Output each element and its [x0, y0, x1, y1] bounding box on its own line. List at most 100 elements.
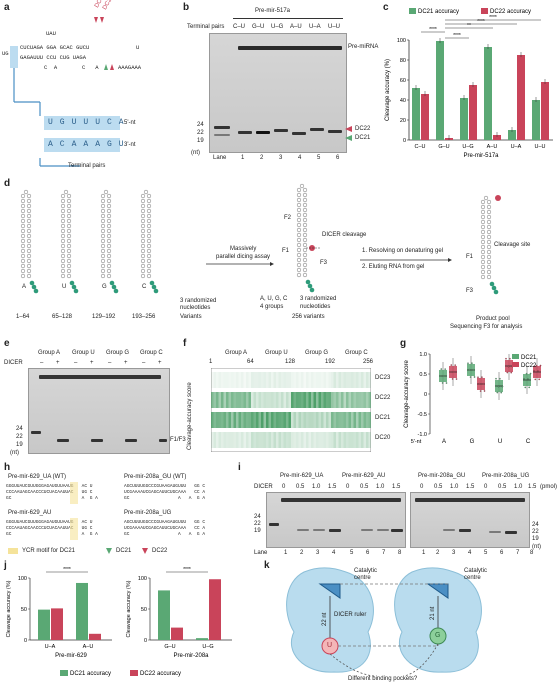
g-point	[505, 357, 507, 360]
d-nt	[60, 248, 66, 254]
f-cell	[283, 372, 286, 388]
h-s2c: GC A A G A	[124, 496, 206, 501]
d-nt	[296, 227, 302, 233]
workflow-svg	[20, 183, 501, 295]
f-cell	[211, 372, 214, 388]
d-nt	[26, 273, 32, 279]
f-cell	[356, 392, 359, 408]
d-nt	[60, 228, 66, 234]
c-legend-swatch-dc21	[409, 8, 416, 14]
d-nt	[140, 218, 146, 224]
hairpin-ca: C A	[44, 64, 58, 71]
d-nt	[146, 198, 152, 204]
f-cell	[271, 412, 274, 428]
h-s4b: UCGAAAAUCGAGCAUUCUGCAAA CC A	[124, 526, 206, 531]
f-cell	[341, 412, 344, 428]
g-xtick-label: U	[498, 439, 502, 445]
f-cell	[266, 432, 269, 448]
f-cell	[211, 432, 214, 448]
d-random-nt	[31, 284, 37, 290]
panel-label-g: g	[400, 338, 407, 349]
j-xtick-label: U–A	[45, 644, 56, 650]
f-cell	[276, 392, 279, 408]
f-frame	[211, 368, 371, 452]
f-cell	[213, 432, 216, 448]
f-cell	[246, 432, 249, 448]
f-cell	[361, 432, 364, 448]
f-cell	[326, 432, 329, 448]
f-cell	[351, 392, 354, 408]
f-cell	[353, 432, 356, 448]
f-cell	[291, 392, 294, 408]
g-point	[495, 377, 497, 380]
g-point	[453, 371, 455, 373]
d-nt	[486, 199, 492, 205]
f-ylabel: Cleavage-accuracy score	[187, 382, 193, 450]
f-cell	[343, 392, 346, 408]
c-bar	[469, 85, 477, 140]
f-cell	[226, 372, 229, 388]
f-cell	[361, 412, 364, 428]
h-s4a: AGCUUUUGGCCCGUAAGAUGUUU GG C	[124, 520, 206, 525]
d-random-nt	[29, 280, 35, 286]
d-range-1: 1–64	[16, 314, 30, 320]
panel-k-model: Catalytic centre Catalytic centre 22 nt …	[264, 562, 559, 685]
k-cat2b: centre	[464, 575, 481, 581]
f-cell	[278, 432, 281, 448]
f-cell	[341, 392, 344, 408]
d-nt	[486, 244, 492, 250]
j-bar	[171, 627, 183, 640]
marker-19-b: 19	[197, 138, 204, 144]
f-cell	[356, 372, 359, 388]
three-prime-label: 3'-nt	[124, 142, 136, 148]
f-cell	[256, 432, 259, 448]
d-nt	[100, 268, 106, 274]
j-ytick-label: 50	[21, 607, 27, 613]
f-cell	[301, 372, 304, 388]
j-ytick-label: 0	[24, 638, 27, 644]
f-cell	[306, 412, 309, 428]
j-ytick-label: 100	[138, 576, 147, 582]
f-cell	[291, 432, 294, 448]
f-cell	[276, 372, 279, 388]
d-arrowhead2	[448, 258, 452, 262]
k-cat1b: centre	[354, 575, 371, 581]
d-nuc-u: U	[62, 284, 67, 290]
g-point	[440, 368, 443, 370]
panel-a-hairpin: DC21 DC22 UAU CUCUAGA GGA GCAC GUCU GAGA…	[0, 0, 180, 175]
f-cell	[298, 372, 301, 388]
f-cell	[308, 392, 311, 408]
h-t4: Pre-mir-208a_UG	[124, 510, 172, 516]
f-cell	[296, 412, 299, 428]
i-dicer: DICER	[254, 484, 273, 490]
f-cell	[368, 432, 371, 448]
f-cell	[218, 432, 221, 448]
d-nt	[20, 268, 26, 274]
f-cell	[331, 392, 334, 408]
d-nt	[480, 219, 486, 225]
d-nt	[296, 217, 302, 223]
d-nt	[100, 263, 106, 269]
d-nt	[486, 209, 492, 215]
i-m24r: 24	[532, 522, 539, 528]
g-point	[510, 371, 512, 374]
panel-f-heatmap: Group A Group U Group G Group C 1 64 128…	[187, 350, 391, 452]
d-nt	[296, 237, 302, 243]
f-cell	[353, 392, 356, 408]
d-nt	[146, 258, 152, 264]
f-cell	[271, 372, 274, 388]
f-cell	[301, 392, 304, 408]
f-cell	[293, 392, 296, 408]
d-nt	[26, 223, 32, 229]
d-nt	[480, 259, 486, 265]
d-nt	[140, 268, 146, 274]
f-cell	[321, 392, 324, 408]
hairpin-loop: UAU	[46, 30, 56, 37]
f-cell	[281, 412, 284, 428]
f-cell	[338, 412, 341, 428]
panel-label-d: d	[4, 178, 11, 189]
d-nt	[100, 228, 106, 234]
d-rand2b: nucleotides	[300, 304, 331, 310]
panel-label-j: j	[4, 560, 7, 571]
g-point	[478, 382, 481, 385]
